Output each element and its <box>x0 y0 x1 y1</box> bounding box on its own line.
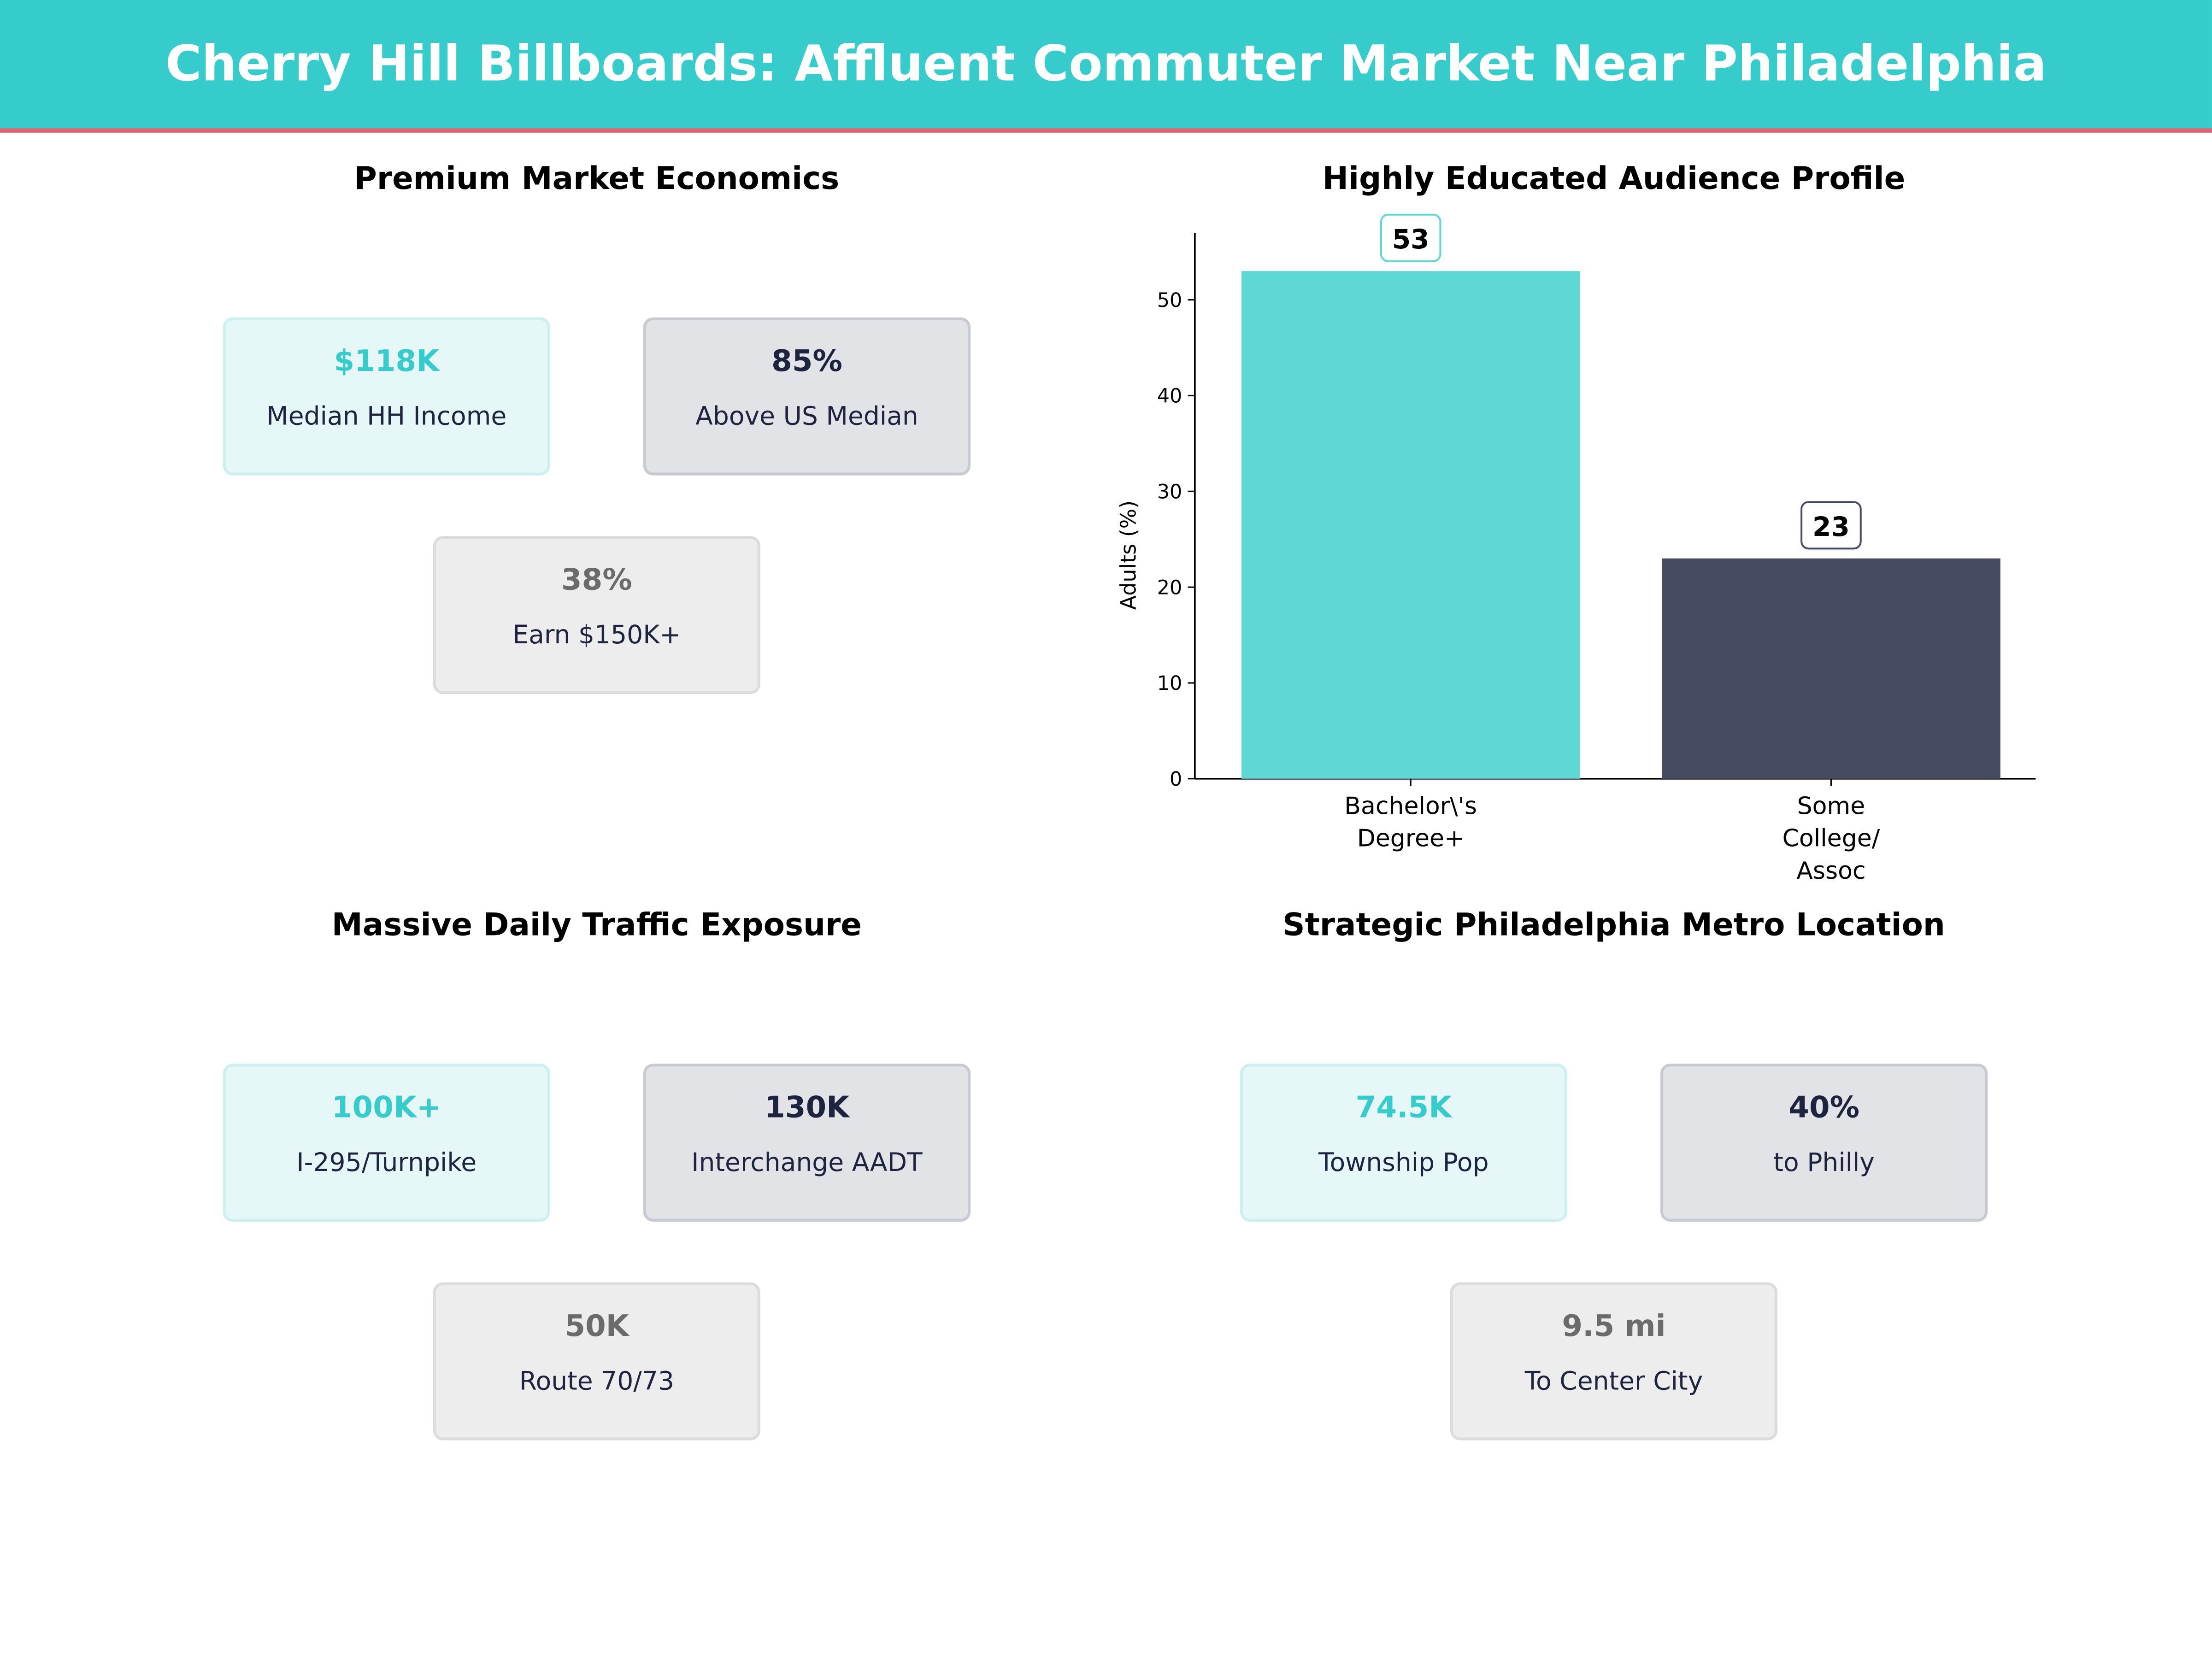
stat-value: 100K+ <box>331 1090 441 1124</box>
y-axis-label: Adults (%) <box>1116 500 1141 610</box>
y-tick-label: 10 <box>1157 672 1182 695</box>
stat-value: 130K <box>764 1090 849 1124</box>
stat-label: To Center City <box>1524 1367 1703 1397</box>
stat-card: 40% to Philly <box>1660 1064 1988 1222</box>
stat-value: 74.5K <box>1355 1090 1452 1124</box>
bar <box>1662 558 2000 779</box>
stat-label: Median HH Income <box>266 402 507 432</box>
y-tick-label: 30 <box>1157 481 1182 504</box>
data-label: 23 <box>1812 511 1850 542</box>
stat-label: Interchange AADT <box>691 1148 923 1178</box>
y-tick-label: 40 <box>1157 385 1182 408</box>
stat-value: 85% <box>771 344 842 378</box>
stat-card: 38% Earn $150K+ <box>433 536 760 694</box>
stat-card: 130K Interchange AADT <box>643 1064 971 1222</box>
y-tick-label: 50 <box>1157 289 1182 312</box>
stat-label: Earn $150K+ <box>512 620 681 651</box>
data-label-box <box>1800 501 1862 550</box>
stat-card: 85% Above US Median <box>643 317 971 476</box>
panel-title-economics: Premium Market Economics <box>354 162 840 198</box>
stat-card: 74.5K Township Pop <box>1240 1064 1567 1222</box>
header-banner: Cherry Hill Billboards: Affluent Commute… <box>0 0 2212 133</box>
stat-value: 50K <box>565 1309 629 1343</box>
stat-value: 9.5 mi <box>1562 1309 1666 1343</box>
stat-label: to Philly <box>1773 1148 1875 1178</box>
stat-value: 38% <box>561 563 632 597</box>
stat-card: $118K Median HH Income <box>223 317 550 476</box>
stat-card: 9.5 mi To Center City <box>1450 1282 1778 1441</box>
page-title: Cherry Hill Billboards: Affluent Commute… <box>165 36 2047 93</box>
stat-label: I-295/Turnpike <box>296 1148 477 1178</box>
x-tick-label: Bachelor\'s Degree+ <box>1344 792 1477 852</box>
data-label-box <box>1380 213 1441 262</box>
stat-value: $118K <box>334 344 440 378</box>
chart-title: Highly Educated Audience Profile <box>1322 162 1906 198</box>
stat-label: Above US Median <box>695 402 918 432</box>
data-label: 53 <box>1392 224 1430 255</box>
y-tick-label: 0 <box>1170 768 1182 791</box>
stat-card: 100K+ I-295/Turnpike <box>223 1064 550 1222</box>
panel-title-traffic: Massive Daily Traffic Exposure <box>331 908 862 944</box>
stat-value: 40% <box>1788 1090 1860 1124</box>
panel-title-location: Strategic Philadelphia Metro Location <box>1282 908 1945 944</box>
stat-label: Route 70/73 <box>519 1367 675 1397</box>
stat-label: Township Pop <box>1318 1148 1489 1178</box>
x-tick-label: Some College/Assoc <box>1783 792 1880 885</box>
bar <box>1241 271 1580 779</box>
y-tick-label: 20 <box>1157 576 1182 599</box>
stat-card: 50K Route 70/73 <box>433 1282 760 1441</box>
